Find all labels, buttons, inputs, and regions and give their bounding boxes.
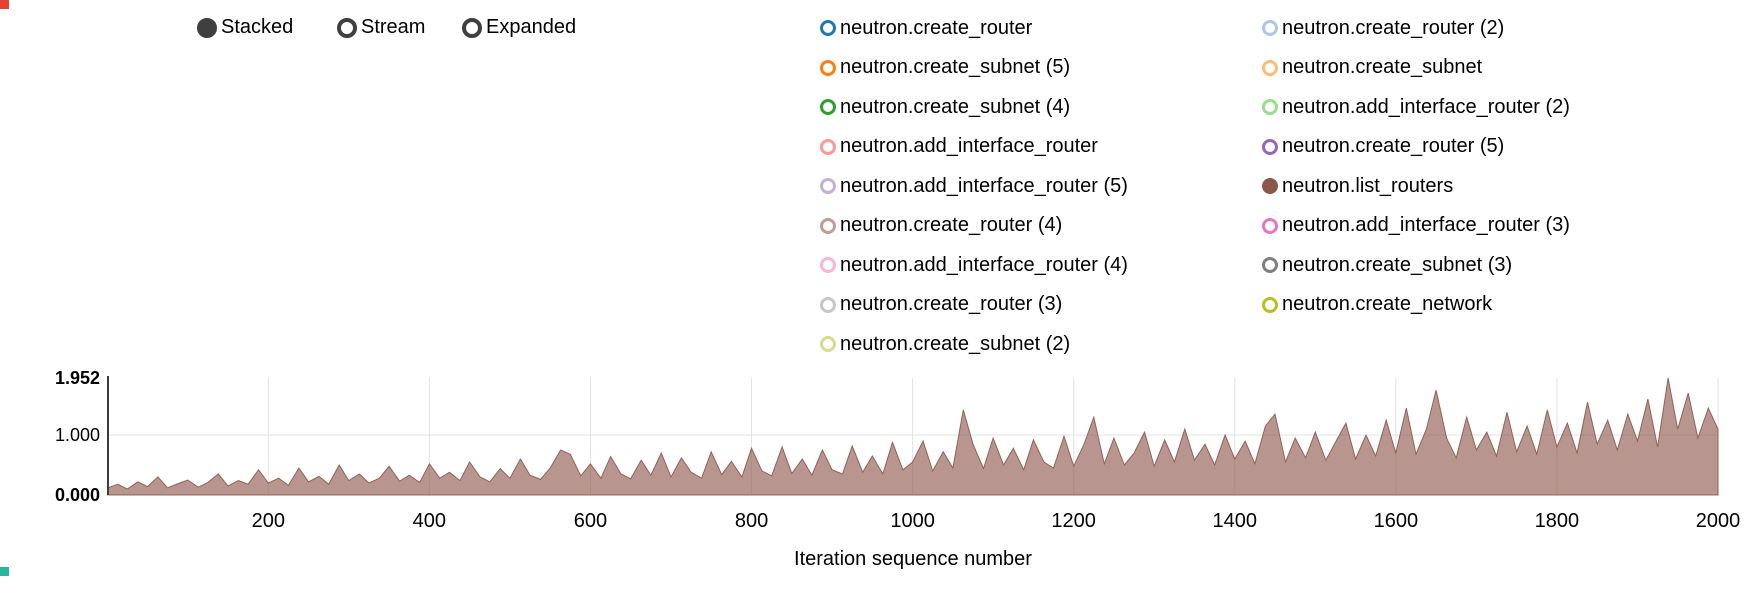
legend-item[interactable]: neutron.create_router (2) xyxy=(1262,16,1504,40)
x-tick-label: 400 xyxy=(413,510,446,532)
style-option-expanded[interactable]: Expanded xyxy=(462,16,576,39)
legend-item[interactable]: neutron.create_router (3) xyxy=(820,293,1062,317)
legend-item-label: neutron.create_network xyxy=(1282,293,1493,315)
legend-item[interactable]: neutron.add_interface_router xyxy=(820,135,1098,159)
legend-item-label: neutron.list_routers xyxy=(1282,174,1454,197)
legend-item[interactable]: neutron.list_routers xyxy=(1262,174,1453,198)
legend-item[interactable]: neutron.create_subnet (2) xyxy=(820,332,1070,356)
legend-item[interactable]: neutron.add_interface_router (3) xyxy=(1262,214,1570,238)
legend-swatch-icon xyxy=(1262,59,1278,76)
legend-item-label: neutron.add_interface_router (3) xyxy=(1282,214,1570,236)
legend-swatch-icon xyxy=(820,296,836,313)
radio-expanded-icon[interactable] xyxy=(462,17,482,38)
legend-item-label: neutron.create_subnet (4) xyxy=(840,95,1071,118)
legend-item[interactable]: neutron.create_subnet (3) xyxy=(1262,253,1512,277)
style-option-label: Stacked xyxy=(221,16,294,38)
legend-swatch-icon xyxy=(820,20,836,36)
x-tick-label: 1600 xyxy=(1374,510,1419,532)
legend-swatch-icon xyxy=(1262,20,1278,36)
legend-item-label: neutron.add_interface_router (4) xyxy=(840,253,1128,276)
legend-item-label: neutron.create_router (4) xyxy=(840,214,1063,236)
legend-item[interactable]: neutron.create_router xyxy=(820,16,1032,40)
x-axis-title: Iteration sequence number xyxy=(794,548,1032,570)
legend-swatch-icon xyxy=(1262,257,1278,273)
x-tick-label: 1200 xyxy=(1051,510,1096,532)
legend-item[interactable]: neutron.create_router (4) xyxy=(820,214,1062,238)
radio-stream-icon[interactable] xyxy=(337,17,357,38)
style-option-stacked[interactable]: Stacked xyxy=(197,16,293,39)
legend-swatch-icon xyxy=(820,217,836,234)
legend-item-label: neutron.create_subnet (2) xyxy=(840,332,1071,355)
legend-swatch-icon xyxy=(820,257,836,273)
x-tick-label: 200 xyxy=(252,510,285,532)
legend-swatch-icon xyxy=(1262,178,1278,194)
legend-item[interactable]: neutron.create_subnet xyxy=(1262,56,1482,80)
legend-item[interactable]: neutron.create_router (5) xyxy=(1262,135,1504,159)
legend-item-label: neutron.add_interface_router xyxy=(840,135,1098,157)
legend-swatch-icon xyxy=(820,178,836,194)
legend-item-label: neutron.create_router (2) xyxy=(1282,16,1505,39)
x-tick-label: 600 xyxy=(574,510,607,532)
legend-item-label: neutron.create_router (5) xyxy=(1282,135,1505,157)
x-tick-label: 800 xyxy=(735,510,768,532)
legend-item[interactable]: neutron.add_interface_router (4) xyxy=(820,253,1128,277)
legend-item[interactable]: neutron.create_subnet (5) xyxy=(820,56,1070,80)
radio-stacked-icon[interactable] xyxy=(197,17,217,38)
legend-swatch-icon xyxy=(1262,99,1278,115)
legend-swatch-icon xyxy=(820,99,836,115)
x-tick-label: 1000 xyxy=(890,510,935,532)
area-series-neutron-list-routers[interactable] xyxy=(107,377,1719,496)
legend-item-label: neutron.create_subnet (3) xyxy=(1282,253,1513,276)
x-tick-label: 1400 xyxy=(1213,510,1258,532)
legend-item[interactable]: neutron.add_interface_router (5) xyxy=(820,174,1128,198)
legend-item[interactable]: neutron.create_subnet (4) xyxy=(820,95,1070,119)
legend-swatch-icon xyxy=(820,336,836,352)
edge-artifact-teal xyxy=(0,567,9,576)
legend-item-label: neutron.add_interface_router (2) xyxy=(1282,95,1570,118)
legend-item-label: neutron.create_subnet xyxy=(1282,56,1483,78)
legend-swatch-icon xyxy=(1262,296,1278,313)
legend-item-label: neutron.add_interface_router (5) xyxy=(840,174,1128,197)
legend-item[interactable]: neutron.create_network xyxy=(1262,293,1492,317)
legend-swatch-icon xyxy=(820,59,836,76)
style-option-label: Expanded xyxy=(486,16,577,38)
legend-item-label: neutron.create_router (3) xyxy=(840,293,1063,315)
x-tick-label: 1800 xyxy=(1535,510,1580,532)
edge-artifact-red xyxy=(0,0,9,9)
legend-item-label: neutron.create_router xyxy=(840,16,1033,39)
legend-swatch-icon xyxy=(1262,217,1278,234)
x-tick-label: 2000 xyxy=(1696,510,1741,532)
y-tick-label: 1.000 xyxy=(55,425,100,445)
legend-item-label: neutron.create_subnet (5) xyxy=(840,56,1071,78)
legend-swatch-icon xyxy=(820,138,836,155)
style-option-label: Stream xyxy=(361,16,426,38)
y-tick-label: 0.000 xyxy=(55,485,100,505)
y-axis-ticks: 0.000 1.000 1.952 xyxy=(55,368,100,505)
x-axis-ticks: 200 400 600 800 1000 1200 1400 1600 1800 2000 xyxy=(252,510,1741,532)
legend-swatch-icon xyxy=(1262,138,1278,155)
legend-item[interactable]: neutron.add_interface_router (2) xyxy=(1262,95,1570,119)
y-tick-label: 1.952 xyxy=(55,368,100,388)
style-option-stream[interactable]: Stream xyxy=(337,16,425,39)
